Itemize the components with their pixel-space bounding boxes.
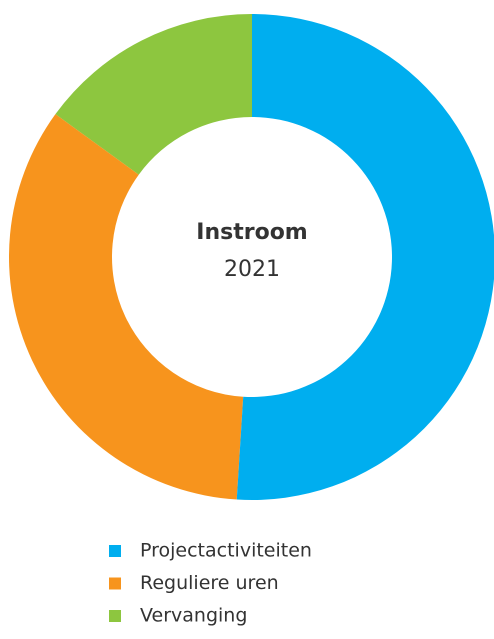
legend-swatch xyxy=(109,545,121,557)
legend-label: Projectactiviteiten xyxy=(140,540,312,562)
legend-label: Vervanging xyxy=(140,605,247,627)
donut-slice xyxy=(8,114,244,500)
legend-label: Reguliere uren xyxy=(140,572,279,594)
legend-swatch xyxy=(109,610,121,622)
donut-slice xyxy=(236,14,494,500)
legend-swatch xyxy=(109,577,121,590)
chart-subtitle: 2021 xyxy=(224,257,280,282)
donut-slice xyxy=(55,14,252,175)
chart-title: Instroom xyxy=(196,220,307,245)
